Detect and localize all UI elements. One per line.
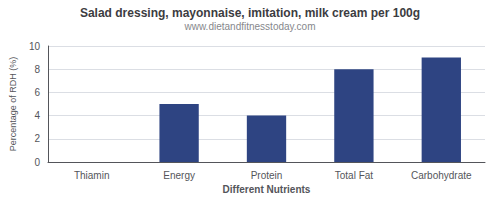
svg-text:Total Fat: Total Fat bbox=[335, 170, 374, 181]
svg-text:8: 8 bbox=[34, 64, 40, 75]
svg-text:Different Nutrients: Different Nutrients bbox=[223, 184, 311, 195]
svg-text:Percentage of RDH (%): Percentage of RDH (%) bbox=[8, 57, 18, 152]
svg-text:2: 2 bbox=[34, 133, 40, 144]
svg-text:4: 4 bbox=[34, 110, 40, 121]
svg-text:Thiamin: Thiamin bbox=[74, 170, 110, 181]
svg-text:0: 0 bbox=[34, 157, 40, 168]
svg-text:Carbohydrate: Carbohydrate bbox=[411, 170, 472, 181]
svg-text:10: 10 bbox=[29, 41, 41, 52]
svg-text:Protein: Protein bbox=[251, 170, 283, 181]
svg-text:Energy: Energy bbox=[163, 170, 195, 181]
svg-text:Salad dressing, mayonnaise, im: Salad dressing, mayonnaise, imitation, m… bbox=[80, 6, 420, 20]
svg-text:6: 6 bbox=[34, 87, 40, 98]
svg-text:www.dietandfitnesstoday.com: www.dietandfitnesstoday.com bbox=[184, 21, 316, 32]
